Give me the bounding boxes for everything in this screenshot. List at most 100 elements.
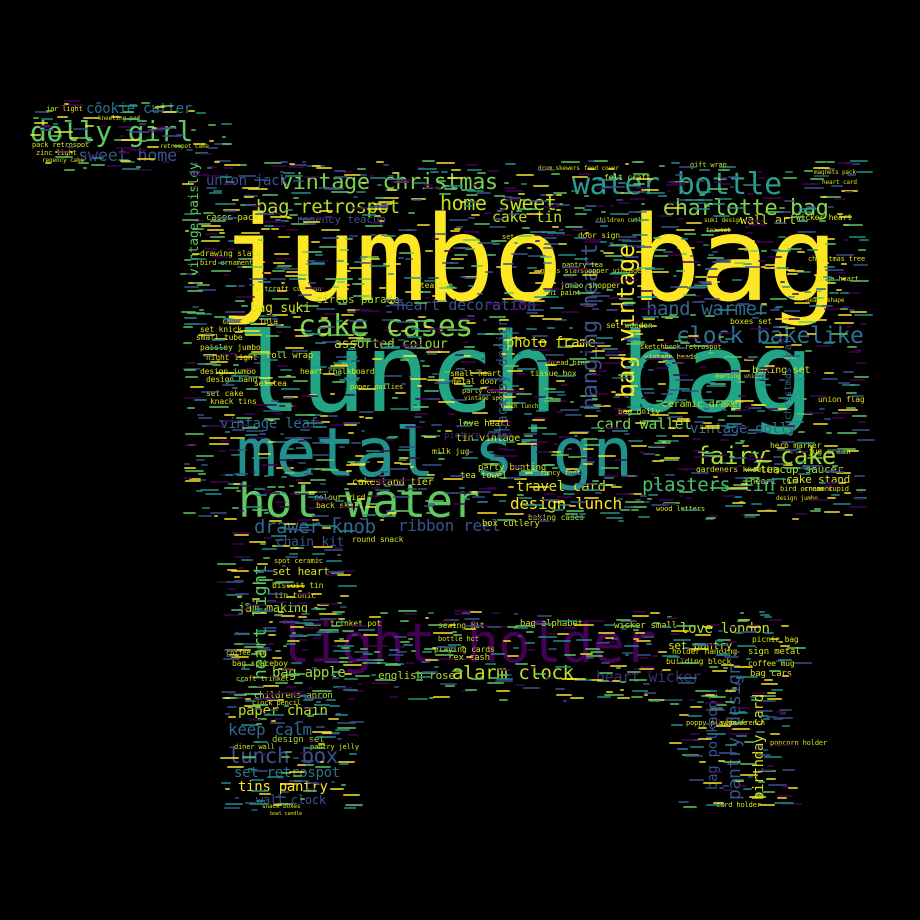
filler-speck (557, 393, 567, 396)
filler-speck (641, 308, 660, 311)
filler-speck (344, 377, 360, 380)
filler-speck (204, 355, 214, 358)
filler-speck (403, 354, 417, 357)
filler-speck (359, 648, 368, 651)
filler-speck (287, 165, 305, 168)
filler-speck (546, 232, 566, 235)
filler-speck (836, 253, 854, 256)
filler-speck (717, 638, 732, 641)
filler-speck (314, 704, 331, 707)
filler-speck (140, 101, 151, 104)
filler-speck (632, 234, 649, 237)
filler-speck (817, 238, 835, 241)
filler-speck (418, 315, 427, 318)
filler-speck (612, 259, 624, 262)
filler-speck (266, 599, 277, 602)
filler-speck (510, 465, 524, 468)
filler-speck (584, 461, 596, 464)
filler-speck (849, 236, 867, 239)
filler-speck (354, 454, 364, 457)
filler-speck (304, 421, 325, 424)
filler-speck (764, 346, 784, 349)
filler-speck (361, 181, 366, 184)
filler-speck (405, 343, 423, 346)
filler-speck (288, 485, 295, 488)
filler-speck (688, 246, 696, 249)
filler-speck (358, 415, 364, 418)
filler-speck (531, 349, 551, 352)
filler-speck (689, 254, 694, 257)
filler-speck (221, 782, 232, 785)
filler-speck (505, 352, 512, 355)
filler-speck (650, 611, 660, 614)
filler-speck (301, 648, 309, 651)
filler-speck (664, 317, 674, 320)
filler-speck (272, 324, 281, 327)
filler-speck (328, 414, 339, 417)
filler-speck (334, 500, 345, 503)
filler-speck (245, 236, 263, 239)
filler-speck (286, 528, 296, 531)
filler-speck (241, 441, 261, 444)
filler-speck (826, 449, 843, 452)
filler-speck (827, 205, 834, 208)
filler-speck (354, 650, 369, 653)
filler-speck (543, 237, 557, 240)
filler-speck (369, 175, 375, 178)
filler-speck (272, 804, 283, 807)
filler-speck (540, 623, 552, 626)
word-jumbo-shopper: jumbo shopper (560, 281, 621, 290)
filler-speck (449, 474, 466, 477)
filler-speck (214, 160, 221, 163)
filler-speck (593, 160, 608, 163)
filler-speck (624, 501, 644, 504)
filler-speck (315, 467, 331, 470)
filler-speck (493, 343, 508, 346)
filler-speck (285, 271, 306, 274)
filler-speck (263, 489, 272, 492)
filler-speck (841, 189, 859, 192)
filler-speck (718, 331, 734, 334)
filler-speck (262, 548, 278, 551)
filler-speck (784, 420, 805, 423)
filler-speck (389, 407, 409, 410)
word-jug-cream: jug cream (808, 447, 850, 456)
filler-speck (805, 465, 824, 468)
filler-speck (721, 424, 726, 427)
filler-speck (566, 509, 585, 512)
filler-speck (476, 191, 491, 194)
filler-speck (779, 378, 786, 381)
filler-speck (428, 503, 435, 506)
filler-speck (456, 424, 471, 427)
filler-speck (197, 223, 211, 226)
filler-speck (610, 664, 627, 667)
filler-speck (779, 280, 786, 283)
filler-speck (511, 332, 520, 335)
filler-speck (297, 482, 312, 485)
filler-speck (335, 287, 350, 290)
filler-speck (458, 299, 466, 302)
filler-speck (676, 417, 691, 420)
filler-speck (679, 714, 690, 717)
filler-speck (293, 202, 302, 205)
filler-speck (234, 592, 250, 595)
filler-speck (777, 795, 793, 798)
filler-speck (277, 778, 285, 781)
filler-speck (467, 216, 476, 219)
filler-speck (314, 606, 319, 609)
filler-speck (671, 439, 680, 442)
filler-speck (184, 212, 195, 215)
filler-speck (585, 619, 605, 622)
filler-speck (574, 441, 581, 444)
filler-speck (657, 651, 668, 654)
filler-speck (460, 646, 465, 649)
filler-speck (606, 350, 625, 353)
filler-speck (596, 410, 602, 413)
filler-speck (661, 625, 671, 628)
filler-speck (812, 297, 824, 300)
filler-speck (666, 388, 680, 391)
filler-speck (582, 463, 594, 466)
filler-speck (293, 682, 304, 685)
filler-speck (749, 224, 767, 227)
filler-speck (467, 285, 474, 288)
